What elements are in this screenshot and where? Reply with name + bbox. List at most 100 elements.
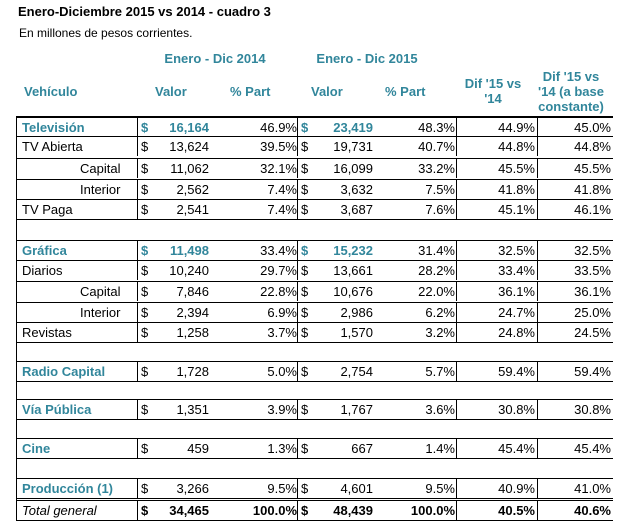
currency-symbol: $ [137, 180, 149, 199]
row-label: TV Paga [22, 202, 73, 217]
currency-symbol: $ [297, 303, 309, 322]
cell-v14: 2,541 [176, 202, 209, 217]
cell-p14: 3.7% [267, 325, 297, 340]
cell-dif: 33.4% [456, 261, 537, 280]
currency-symbol: $ [297, 479, 309, 498]
cell-p15: 9.5% [425, 481, 455, 496]
cell-difc: 45.0% [537, 118, 613, 137]
cell-v14: 13,624 [169, 139, 209, 154]
currency-symbol: $ [137, 400, 149, 419]
header-group-2014: Enero - Dic 2014 [164, 51, 266, 66]
cell-v15: 15,232 [333, 243, 373, 258]
cell-dif: 59.4% [456, 362, 537, 381]
cell-difc: 36.1% [537, 282, 613, 301]
table-row: Gráfica $11,498 33.4% $15,232 31.4% 32.5% 32.5… [16, 240, 613, 260]
cell-p15: 48.3% [418, 120, 455, 135]
header-dif-cte-line2: '14 (a base [538, 84, 604, 99]
currency-symbol: $ [297, 137, 309, 156]
cell-dif: 45.5% [456, 159, 537, 178]
cell-dif: 45.4% [456, 439, 537, 458]
currency-symbol: $ [137, 282, 149, 301]
cell-v14: 16,164 [169, 120, 209, 135]
header-dif: Dif '15 vs '14 [452, 76, 534, 106]
currency-symbol: $ [297, 501, 309, 520]
cell-v14: 1,728 [176, 364, 209, 379]
cell-p15: 5.7% [425, 364, 455, 379]
table-row: TV Paga $2,541 7.4% $3,687 7.6% 45.1% 46.1% [16, 199, 613, 220]
cell-p15: 22.0% [418, 284, 455, 299]
currency-symbol: $ [297, 439, 309, 458]
currency-symbol: $ [297, 118, 309, 137]
cell-v15: 1,570 [340, 325, 373, 340]
currency-symbol: $ [137, 479, 149, 498]
cell-p15: 7.5% [425, 182, 455, 197]
table-row: Radio Capital $1,728 5.0% $2,754 5.7% 59.4% 59… [16, 361, 613, 382]
header-dif-cte-line3: constante) [538, 99, 604, 114]
currency-symbol: $ [137, 439, 149, 458]
cell-p14: 22.8% [260, 284, 297, 299]
cell-v15: 667 [351, 441, 373, 456]
table-row: Interior $2,562 7.4% $3,632 7.5% 41.8% 41.8% [16, 179, 613, 199]
table-row: Diarios $10,240 29.7% $13,661 28.2% 33.4% 33.5… [16, 260, 613, 280]
cell-p15: 31.4% [418, 243, 455, 258]
row-label: Capital [80, 284, 121, 299]
table-row: TV Abierta $13,624 39.5% $19,731 40.7% 44.8% 4… [16, 136, 613, 156]
currency-symbol: $ [297, 180, 309, 199]
cell-p14: 7.4% [267, 202, 297, 217]
table-row: Capital $11,062 32.1% $16,099 33.2% 45.5% 45.5… [16, 158, 613, 178]
currency-symbol: $ [297, 261, 309, 280]
cell-p14: 1.3% [267, 441, 297, 456]
currency-symbol: $ [137, 137, 149, 156]
cell-p14: 5.0% [267, 364, 297, 379]
cell-v15: 16,099 [333, 161, 373, 176]
cell-v14: 3,266 [176, 481, 209, 496]
row-label: Producción (1) [22, 481, 114, 496]
cell-p14: 9.5% [267, 481, 297, 496]
cell-difc: 24.5% [537, 323, 613, 342]
cell-dif: 44.8% [456, 137, 537, 156]
cell-p15: 3.2% [425, 325, 455, 340]
currency-symbol: $ [137, 501, 149, 520]
header-dif-cte-line1: Dif '15 vs [542, 69, 600, 84]
table-row: Producción (1) $3,266 9.5% $4,601 9.5% 40.9% 4… [16, 478, 613, 499]
cell-p15: 40.7% [418, 139, 455, 154]
cell-difc: 33.5% [537, 261, 613, 280]
currency-symbol: $ [137, 261, 149, 280]
cell-v15: 19,731 [333, 139, 373, 154]
cell-p14: 39.5% [260, 139, 297, 154]
cell-dif: 32.5% [456, 241, 537, 260]
cell-difc: 45.5% [537, 159, 613, 178]
currency-symbol: $ [297, 159, 309, 178]
cell-difc: 25.0% [537, 303, 613, 322]
table-row: Cine $459 1.3% $667 1.4% 45.4% 45.4% [16, 438, 613, 459]
row-label: Capital [80, 161, 121, 176]
cell-p14: 33.4% [260, 243, 297, 258]
row-label: Interior [80, 182, 121, 197]
header-dif-line2: '14 [484, 91, 502, 106]
currency-symbol: $ [137, 159, 149, 178]
table-row: Capital $7,846 22.8% $10,676 22.0% 36.1% 36.1% [16, 281, 613, 301]
row-label: Radio Capital [22, 364, 106, 379]
cell-v15: 23,419 [333, 120, 373, 135]
cell-v14: 11,498 [169, 243, 209, 258]
cell-p14: 100.0% [252, 503, 297, 518]
cell-dif: 44.9% [456, 118, 537, 137]
cell-v14: 1,351 [176, 402, 209, 417]
row-label: TV Abierta [22, 139, 83, 154]
cell-v15: 2,986 [340, 305, 373, 320]
cell-v14: 2,394 [176, 305, 209, 320]
cell-p15: 6.2% [425, 305, 455, 320]
cell-difc: 59.4% [537, 362, 613, 381]
cell-dif: 45.1% [456, 200, 537, 219]
cell-v15: 2,754 [340, 364, 373, 379]
cell-dif: 24.8% [456, 323, 537, 342]
row-label: Total general [22, 503, 97, 518]
currency-symbol: $ [297, 241, 309, 260]
currency-symbol: $ [137, 118, 149, 137]
cell-dif: 40.9% [456, 479, 537, 498]
cell-difc: 40.6% [537, 501, 613, 520]
cell-difc: 46.1% [537, 200, 613, 219]
cell-dif: 36.1% [456, 282, 537, 301]
table-row: Interior $2,394 6.9% $2,986 6.2% 24.7% 25.0% [16, 302, 613, 322]
currency-symbol: $ [137, 200, 149, 219]
